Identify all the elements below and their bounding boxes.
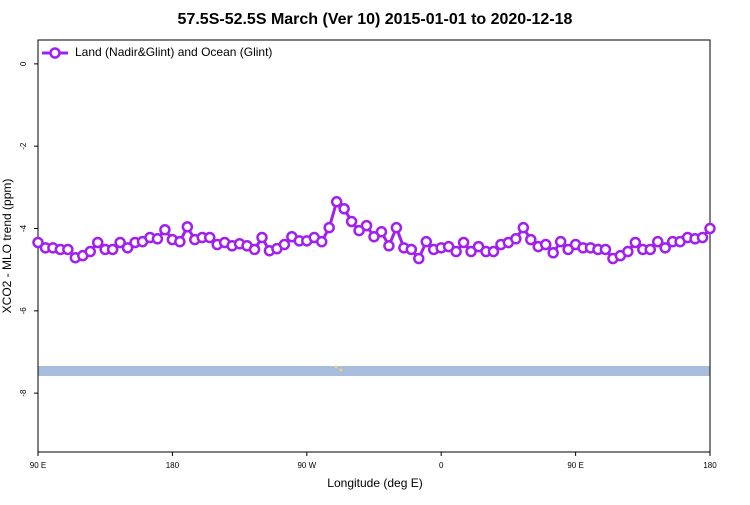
- data-point: [704, 222, 716, 235]
- data-point: [554, 235, 567, 248]
- data-point: [278, 238, 291, 251]
- chart-title: 57.5S-52.5S March (Ver 10) 2015-01-01 to…: [178, 11, 573, 28]
- data-point: [330, 196, 343, 208]
- land-speck: [339, 368, 343, 372]
- data-point: [203, 231, 216, 244]
- data-point: [338, 203, 350, 215]
- data-point: [547, 247, 559, 259]
- data-point: [121, 242, 134, 254]
- data-point: [659, 242, 671, 254]
- x-tick-label: 90 W: [297, 461, 316, 470]
- data-point: [539, 238, 552, 251]
- y-tick-label: 0: [19, 61, 28, 66]
- data-point: [562, 243, 574, 256]
- data-point: [91, 236, 104, 249]
- data-point: [622, 245, 634, 258]
- data-point: [696, 231, 709, 244]
- land-speck: [334, 365, 338, 369]
- data-point: [375, 226, 388, 238]
- y-tick-label: -6: [19, 307, 28, 315]
- legend-label: Land (Nadir&Glint) and Ocean (Glint): [75, 45, 272, 59]
- y-tick-label: -8: [19, 389, 28, 397]
- data-point: [114, 236, 126, 249]
- data-point: [525, 233, 537, 246]
- x-tick-label: 180: [703, 461, 717, 470]
- data-point: [629, 236, 642, 249]
- data-point: [315, 235, 328, 248]
- data-point: [457, 236, 470, 249]
- data-point: [106, 243, 119, 256]
- data-point: [151, 233, 164, 245]
- data-point: [32, 236, 44, 249]
- data-point: [487, 245, 500, 258]
- data-point: [442, 240, 455, 253]
- data-point: [450, 245, 462, 258]
- legend-marker: [49, 47, 61, 59]
- data-point: [360, 219, 373, 232]
- data-point: [353, 224, 365, 237]
- data-point: [181, 221, 194, 233]
- data-point: [345, 215, 358, 228]
- data-point: [84, 245, 97, 258]
- data-point: [174, 235, 186, 248]
- data-point: [599, 243, 612, 256]
- data-point: [159, 223, 171, 236]
- data-point: [390, 221, 403, 234]
- data-point: [256, 231, 268, 244]
- x-axis-label: Longitude (deg E): [327, 476, 422, 490]
- data-point: [248, 243, 261, 256]
- data-point: [323, 221, 335, 234]
- data-point: [651, 235, 664, 248]
- y-tick-label: -4: [19, 224, 28, 232]
- y-axis-label: XCO2 - MLO trend (ppm): [0, 179, 14, 314]
- data-point: [510, 233, 522, 245]
- data-point: [517, 221, 530, 234]
- map-strip: [38, 366, 710, 376]
- data-point: [413, 252, 425, 265]
- data-point: [465, 245, 477, 258]
- x-tick-label: 90 E: [567, 461, 583, 470]
- x-tick-label: 90 E: [30, 461, 46, 470]
- y-tick-label: -2: [19, 142, 28, 150]
- x-tick-label: 180: [166, 461, 180, 470]
- data-point: [383, 240, 395, 252]
- data-point: [644, 243, 657, 256]
- data-point: [368, 230, 380, 243]
- x-tick-label: 0: [439, 461, 444, 470]
- data-point: [62, 243, 74, 256]
- data-point: [472, 240, 485, 253]
- data-point: [405, 243, 418, 256]
- data-point: [420, 235, 433, 248]
